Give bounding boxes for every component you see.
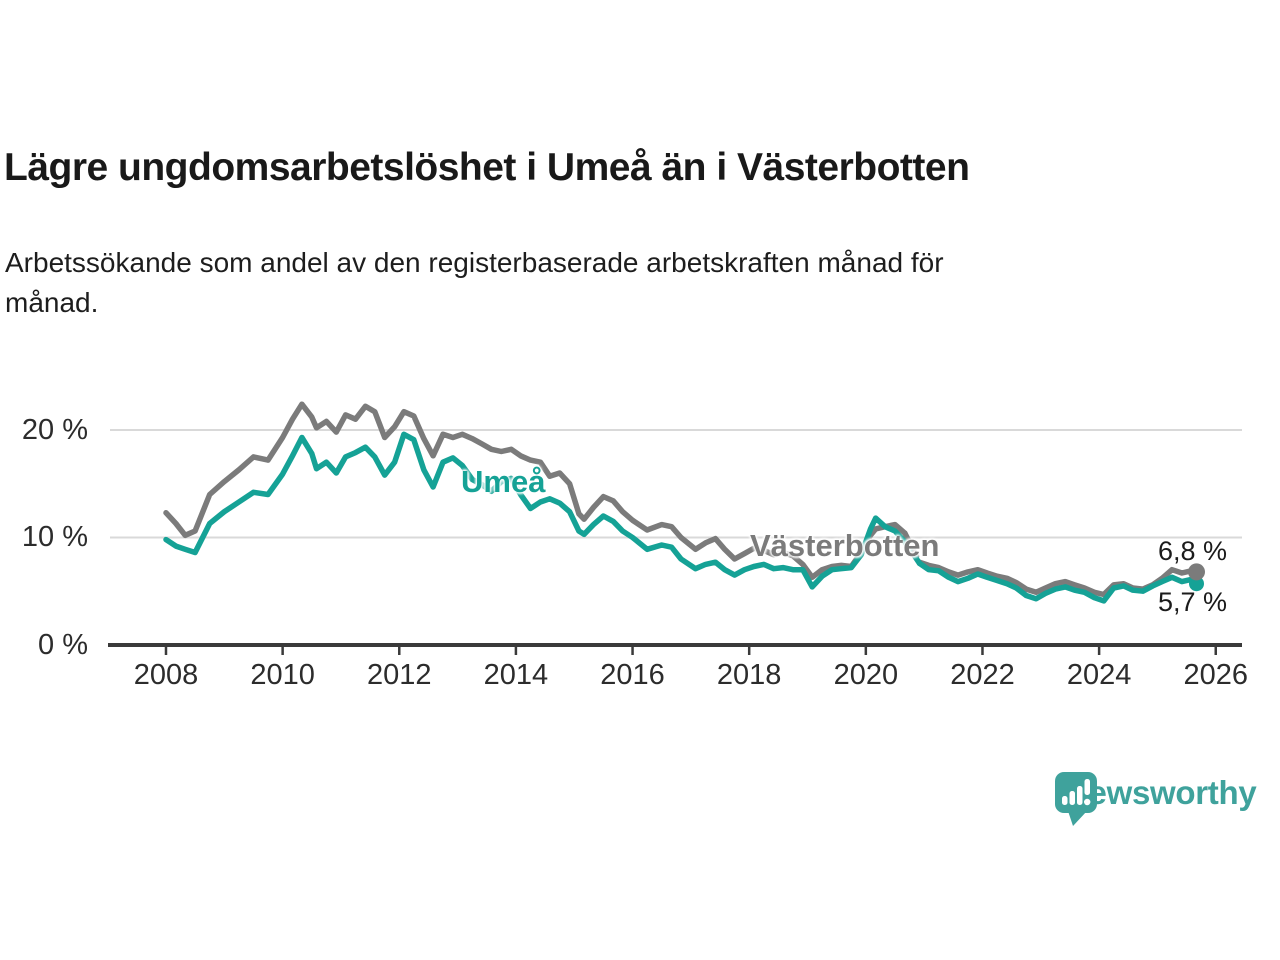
x-axis-tick-label: 2020: [833, 659, 899, 691]
series-label-umea: Umeå: [461, 464, 546, 499]
subtitle-line-2: månad.: [5, 286, 99, 318]
subtitle-line-1: Arbetssökande som andel av den registerb…: [5, 247, 944, 278]
series-end-dot-umeå: [1189, 576, 1205, 592]
x-axis-tick-label: 2008: [133, 659, 199, 691]
y-axis-tick-label: 10 %: [21, 521, 88, 554]
series-line-umeå: [163, 431, 908, 590]
x-axis-tick-label: 2018: [716, 659, 782, 691]
series-label-vasterbotten: Västerbotten: [750, 528, 940, 563]
x-axis-tick-label: 2024: [1066, 659, 1132, 691]
series-end-dot-västerbotten: [1188, 563, 1206, 581]
x-axis-tick-label: 2012: [367, 659, 432, 691]
y-axis-tick-label: 0 %: [38, 629, 88, 661]
x-axis-tick-label: 2014: [483, 659, 549, 691]
x-axis-tick-label: 2022: [950, 659, 1015, 691]
y-axis-tick-label: 20 %: [21, 413, 88, 446]
end-value-label-umea: 5,7 %: [1157, 587, 1227, 617]
page-title: Lägre ungdomsarbetslöshet i Umeå än i Vä…: [4, 146, 970, 189]
newsworthy-brand[interactable]: Newsworthy: [1054, 771, 1257, 826]
x-axis-tick-label: 2016: [600, 659, 665, 691]
series-line-umeå: [902, 539, 923, 567]
x-axis-tick-label: 2010: [250, 659, 315, 691]
end-value-label-vasterbotten: 6,8 %: [1157, 536, 1227, 566]
series-line-västerbotten: [163, 401, 908, 581]
chart-subtitle: Arbetssökande som andel av den registerb…: [5, 243, 944, 323]
series-line-umeå: [916, 560, 1200, 604]
x-axis-tick-label: 2026: [1183, 659, 1248, 691]
